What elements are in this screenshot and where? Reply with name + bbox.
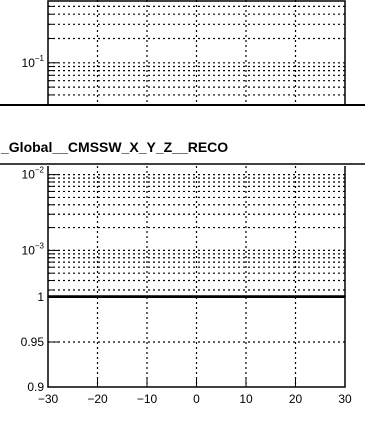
canvas-title: _Global__CMSSW_X_Y_Z__RECO [0,139,228,155]
x-tick-label: 0 [193,392,200,406]
x-tick-label: 30 [338,392,352,406]
top-panel-frame [47,0,346,105]
x-tick-label: −20 [87,392,108,406]
y-tick-label: 10−2 [22,166,45,182]
x-tick-label: −10 [137,392,158,406]
x-tick-label: 20 [289,392,303,406]
y-tick-label: 0.95 [21,335,45,349]
y-tick-label: 1 [37,290,44,304]
x-tick-label: 10 [239,392,253,406]
y-tick-label: 10−3 [22,241,45,257]
y-tick-label: 0.9 [27,380,44,394]
y-tick-label: 10−1 [22,54,45,70]
upper-plot-panel: 10−2 10−3 [22,166,346,297]
ratio-plot-panel: 0.9 0.95 1 −30 −20 −10 0 10 20 30 [21,290,352,406]
top-partial-plot-panel: 10−1 [22,0,346,105]
x-tick-label: −30 [38,392,59,406]
